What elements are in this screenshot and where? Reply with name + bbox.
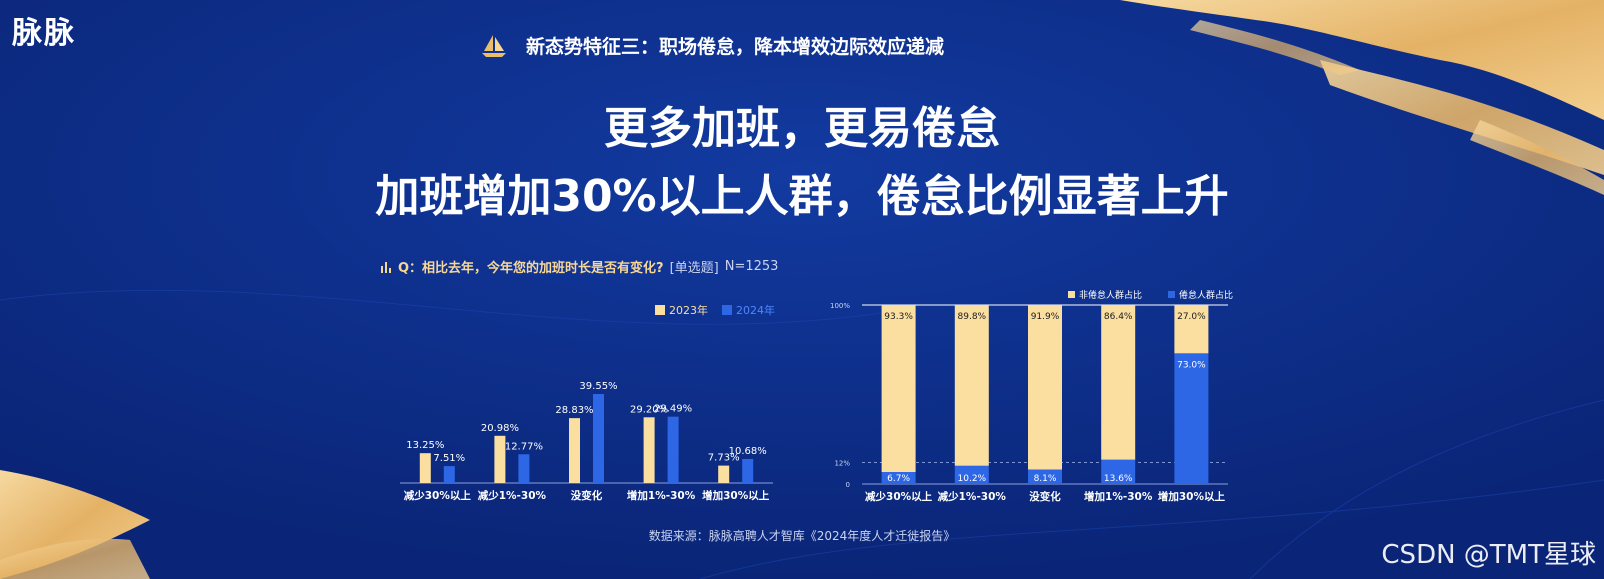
chart1-bar-2023	[569, 418, 580, 483]
chart2-bar-burnout	[881, 472, 916, 484]
legend-item-non-burnout: 非倦怠人群占比	[1068, 288, 1142, 301]
chart2-bar-burnout	[1028, 469, 1062, 484]
chart1-bar-2024	[518, 454, 530, 483]
chart1-tick-label: 减少30%以上	[404, 489, 472, 502]
chart2-data-label: 10.2%	[958, 474, 987, 484]
chart2-data-label: 91.9%	[1031, 312, 1060, 322]
chart2-data-label: 8.1%	[1034, 474, 1057, 484]
chart2-data-label: 27.0%	[1177, 312, 1206, 322]
survey-question: Q：相比去年，今年您的加班时长是否有变化? [单选题] N=1253	[380, 257, 778, 276]
section-title: 新态势特征三：职场倦怠，降本增效边际效应递减	[526, 36, 945, 58]
chart1-bar-2024	[742, 458, 754, 483]
chart1-data-label: 12.77%	[505, 441, 543, 452]
chart2-bar-burnout	[1174, 353, 1209, 484]
chart2-tick-label: 增加30%以上	[1158, 490, 1226, 503]
chart1-bar-2023	[419, 453, 431, 483]
chart2-data-label: 6.7%	[887, 474, 910, 484]
legend-item-2024: 2024年	[722, 302, 775, 318]
legend-item-burnout: 倦怠人群占比	[1168, 288, 1233, 301]
question-tag: [单选题]	[669, 261, 719, 276]
chart1-data-label: 7.73%	[708, 453, 740, 464]
chart2-bar-non-burnout	[1101, 305, 1136, 460]
gold-brush-top-right	[1120, 0, 1604, 195]
chart1-tick-label: 增加1%-30%	[627, 489, 696, 502]
chart2-tick-label: 没变化	[1029, 490, 1061, 503]
chart2-bar-non-burnout	[954, 305, 989, 466]
data-source: 数据来源：脉脉高聘人才智库《2024年度人才迁徙报告》	[648, 529, 956, 543]
chart2-bar-non-burnout	[881, 305, 916, 473]
headline-line-2: 加班增加30%以上人群，倦怠比例显著上升	[375, 171, 1229, 222]
legend-swatch-2024	[722, 305, 732, 315]
chart1-data-label: 39.55%	[579, 381, 617, 392]
chart2-data-label: 73.0%	[1177, 360, 1206, 370]
chart2-bar-non-burnout	[1028, 305, 1062, 470]
chart1-bar-2023	[643, 417, 655, 483]
chart2-y-tick: 100%	[830, 302, 850, 310]
gold-brush-bottom-left	[0, 470, 150, 579]
chart1-data-label: 13.25%	[406, 440, 444, 451]
chart2-data-label: 93.3%	[884, 312, 913, 322]
chart2-tick-label: 减少1%-30%	[938, 490, 1007, 503]
headline-line-1: 更多加班，更易倦怠	[604, 103, 1000, 154]
chart1-tick-label: 减少1%-30%	[478, 489, 547, 502]
chart1-data-label: 7.51%	[433, 453, 465, 464]
bar-chart-icon	[381, 261, 391, 273]
legend-item-2023: 2023年	[655, 302, 708, 318]
chart1-bar-2023	[494, 435, 506, 483]
chart2-y-tick: 12%	[834, 460, 850, 468]
chart2-bar-burnout	[1101, 459, 1136, 484]
chart2-data-label: 13.6%	[1104, 474, 1133, 484]
legend-swatch-non-burnout	[1068, 291, 1075, 298]
question-text: Q：相比去年，今年您的加班时长是否有变化?	[398, 261, 664, 276]
chart1-legend: 2023年 2024年	[655, 302, 775, 318]
sample-size: N=1253	[724, 259, 779, 274]
legend-label-2024: 2024年	[736, 304, 775, 317]
chart2-data-label: 86.4%	[1104, 312, 1133, 322]
chart2-bar-burnout	[954, 465, 989, 484]
chart2-tick-label: 减少30%以上	[865, 490, 933, 503]
legend-label-2023: 2023年	[669, 304, 708, 317]
chart2-tick-label: 增加1%-30%	[1084, 490, 1153, 503]
legend-label-non-burnout: 非倦怠人群占比	[1079, 291, 1143, 301]
chart1-data-label: 20.98%	[481, 423, 519, 434]
chart2-y-tick: 0	[846, 481, 850, 489]
watermark: CSDN @TMT星球	[1381, 540, 1596, 570]
chart1-data-label: 28.83%	[555, 405, 593, 416]
chart2-legend: 非倦怠人群占比 倦怠人群占比	[1068, 288, 1233, 301]
chart1-bar-2023	[718, 465, 730, 483]
chart1-tick-label: 没变化	[571, 489, 603, 502]
brand-logo: 脉脉	[12, 16, 76, 51]
chart2-bar-non-burnout	[1174, 305, 1209, 354]
legend-swatch-2023	[655, 305, 665, 315]
legend-label-burnout: 倦怠人群占比	[1179, 291, 1234, 301]
chart1-data-label: 29.49%	[654, 404, 692, 415]
chart1-data-label: 29.20%	[630, 404, 668, 415]
legend-swatch-burnout	[1168, 291, 1176, 298]
chart1-data-label: 10.68%	[729, 446, 767, 457]
chart1-bar-2024	[593, 394, 604, 483]
chart1-bar-2024	[443, 466, 455, 483]
section-header: 新态势特征三：职场倦怠，降本增效边际效应递减	[480, 32, 944, 59]
sailboat-icon	[482, 34, 506, 57]
chart2-data-label: 89.8%	[958, 312, 987, 322]
chart1-bar-2024	[667, 416, 679, 483]
chart1-tick-label: 增加30%以上	[702, 489, 770, 502]
